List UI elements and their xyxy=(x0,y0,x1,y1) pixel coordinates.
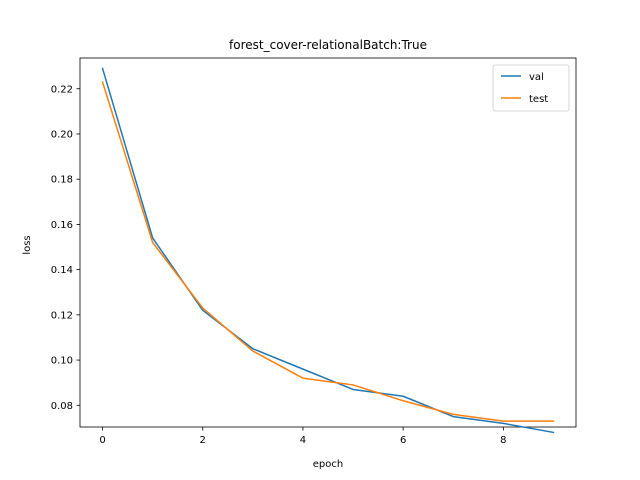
y-axis-label: loss xyxy=(22,235,33,254)
y-tick-label: 0.22 xyxy=(51,84,73,95)
plot-frame xyxy=(79,57,577,428)
y-tick-label: 0.16 xyxy=(51,220,73,231)
plot-background xyxy=(80,58,576,427)
y-tick-label: 0.14 xyxy=(51,265,73,276)
series-group xyxy=(101,67,555,434)
series-line-test xyxy=(101,81,555,422)
chart-title: forest_cover-relationalBatch:True xyxy=(229,38,427,52)
legend: val test xyxy=(492,64,570,112)
y-tick-label: 0.12 xyxy=(51,310,73,321)
x-tick-label: 2 xyxy=(200,435,206,446)
legend-label-test: test xyxy=(529,94,548,105)
y-tick-label: 0.10 xyxy=(51,356,73,367)
x-axis: 0 2 4 6 8 xyxy=(99,427,507,446)
x-tick-label: 0 xyxy=(99,435,105,446)
x-tick-label: 4 xyxy=(300,435,306,446)
y-tick-label: 0.08 xyxy=(51,401,73,412)
y-tick-label: 0.18 xyxy=(51,175,73,186)
y-tick-label: 0.20 xyxy=(51,129,73,140)
legend-label-val: val xyxy=(529,72,544,83)
plot-area xyxy=(79,57,577,428)
y-axis: 0.08 0.10 0.12 0.14 0.16 0.18 0.20 0.22 xyxy=(51,84,80,412)
x-axis-label: epoch xyxy=(313,459,343,470)
x-tick-label: 8 xyxy=(500,435,506,446)
x-tick-label: 6 xyxy=(400,435,406,446)
